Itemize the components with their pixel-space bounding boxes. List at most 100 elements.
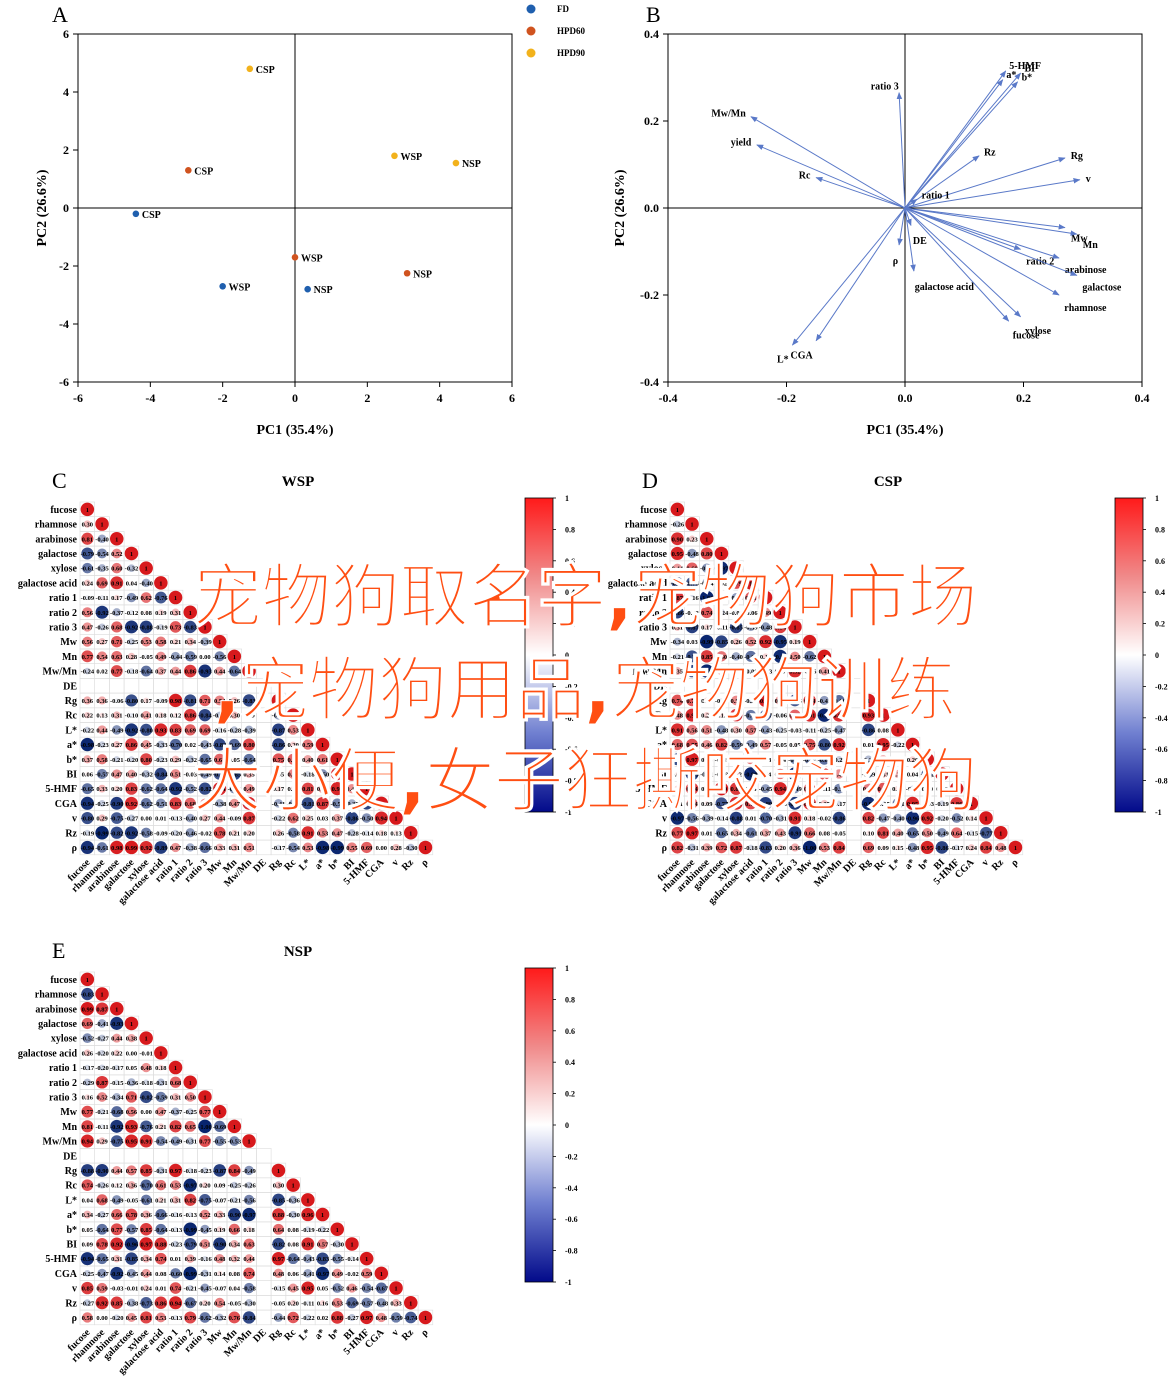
correlation-circle (83, 696, 92, 705)
matrix-cell (182, 1148, 198, 1164)
correlation-value: -0.62 (139, 786, 153, 793)
correlation-circle (81, 783, 93, 795)
correlation-value: 0.05 (229, 757, 241, 764)
correlation-value: 0.02 (185, 742, 196, 749)
correlation-value: 0.20 (199, 1183, 210, 1190)
correlation-value: -0.61 (95, 845, 109, 852)
panel-letter-c: C (52, 468, 67, 493)
matrix-cell (256, 1162, 272, 1179)
matrix-cell (256, 1295, 272, 1311)
correlation-value: -0.48 (375, 1300, 389, 1307)
loading-arrow-b (904, 157, 1066, 209)
correlation-value: 0.88 (332, 1315, 344, 1322)
correlation-circle (96, 768, 108, 780)
correlation-value: -0.40 (139, 580, 153, 587)
colorbar-tick-label: -0.2 (565, 1152, 578, 1161)
correlation-value: 1 (115, 536, 118, 543)
correlation-circle (199, 694, 211, 707)
correlation-value: 0.19 (789, 639, 801, 646)
correlation-circle (84, 711, 91, 719)
correlation-value: 0.66 (111, 1212, 123, 1219)
correlation-circle (243, 753, 255, 765)
correlation-value: 0.21 (155, 1197, 166, 1204)
correlation-circle (304, 771, 311, 777)
loading-label-b: BI (1024, 64, 1035, 75)
correlation-value: 0.17 (111, 595, 123, 602)
correlation-value: -0.88 (81, 1168, 95, 1175)
correlation-value: 0.56 (82, 610, 94, 617)
correlation-value: -0.17 (81, 1065, 95, 1072)
row-label: ρ (72, 1313, 77, 1324)
correlation-value: -0.44 (169, 654, 183, 661)
correlation-value: -0.33 (154, 742, 168, 749)
loading-arrow-b (904, 207, 1066, 230)
correlation-value: -0.91 (788, 830, 802, 837)
correlation-value: -0.05 (139, 654, 153, 661)
correlation-circle (125, 738, 138, 751)
correlation-value: 0.08 (287, 1227, 299, 1234)
correlation-value: 0.74 (82, 1183, 94, 1190)
colorbar-tick-label: 0.8 (1155, 525, 1165, 534)
correlation-value: -0.11 (301, 1300, 314, 1307)
correlation-value: 0.52 (745, 639, 756, 646)
correlation-value: -0.32 (139, 771, 153, 778)
correlation-value: 0.97 (140, 1241, 152, 1248)
correlation-value: -0.07 (213, 1197, 227, 1204)
correlation-value: 1 (705, 536, 708, 543)
correlation-circle (81, 650, 94, 663)
correlation-circle (112, 725, 122, 735)
correlation-value: 0.44 (214, 669, 226, 676)
correlation-circle (199, 724, 211, 736)
correlation-value: -0.23 (198, 1168, 212, 1175)
correlation-value: -0.64 (286, 1256, 300, 1263)
correlation-circle (129, 580, 134, 586)
correlation-value: -0.97 (183, 1183, 197, 1190)
colorbar-tick-label: -0.6 (565, 1215, 578, 1224)
column-label: Rz (400, 1327, 416, 1343)
correlation-value: 1 (292, 1183, 295, 1190)
panel-letter-b: B (646, 2, 661, 27)
correlation-value: -0.84 (242, 1315, 256, 1322)
overlay-line-2: ,宠物狗用品,宠物狗训练 (213, 649, 956, 731)
correlation-value: -0.19 (154, 624, 168, 631)
column-label: b* (327, 857, 342, 872)
row-label: ρ (662, 843, 667, 854)
correlation-circle (168, 590, 183, 605)
correlation-value: -0.37 (169, 1109, 183, 1116)
correlation-value: 0.60 (111, 566, 122, 573)
correlation-value: 0.68 (96, 1197, 108, 1204)
data-point-a (304, 285, 311, 293)
correlation-value: 1 (690, 522, 693, 529)
correlation-value: -0.03 (183, 771, 197, 778)
correlation-value: -0.32 (183, 757, 197, 764)
correlation-value: 0.57 (317, 1241, 329, 1248)
correlation-value: -0.52 (330, 1286, 344, 1293)
x-tick-label-a: 0 (292, 391, 298, 405)
correlation-circle (242, 694, 256, 707)
correlation-circle (97, 651, 108, 662)
correlation-value: -0.74 (404, 1315, 418, 1322)
correlation-value: -0.35 (95, 566, 109, 573)
correlation-value: -0.13 (169, 1227, 183, 1234)
correlation-value: -0.52 (81, 1036, 95, 1043)
correlation-value: -0.61 (81, 566, 95, 573)
correlation-value: 0.56 (82, 639, 94, 646)
correlation-circle (125, 782, 138, 795)
correlation-value: 0.33 (214, 845, 226, 852)
correlation-value: 0.54 (214, 698, 226, 705)
x-axis-label-a: PC1 (35.4%) (257, 423, 334, 438)
row-label: Rg (65, 1166, 77, 1177)
correlation-circle (173, 712, 178, 718)
row-label: DE (63, 1151, 77, 1162)
correlation-circle (141, 636, 152, 647)
correlation-circle (184, 620, 197, 634)
correlation-value: 0.54 (96, 654, 108, 661)
correlation-value: -0.90 (95, 1168, 109, 1175)
correlation-value: -0.65 (198, 757, 212, 764)
correlation-value: -0.32 (125, 566, 139, 573)
correlation-value: 0.91 (302, 1241, 313, 1248)
correlation-value: 0.99 (126, 845, 138, 852)
correlation-value: 0.64 (273, 1227, 285, 1234)
matrix-cell (256, 1148, 272, 1164)
correlation-value: 1 (159, 1050, 162, 1057)
